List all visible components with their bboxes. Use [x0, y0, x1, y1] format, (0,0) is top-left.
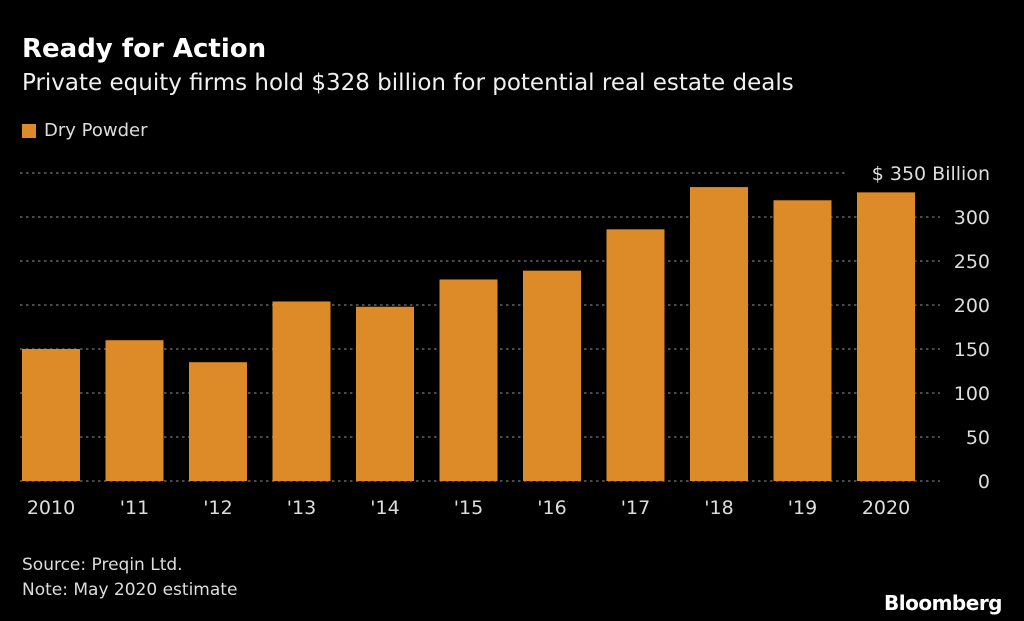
bar [690, 187, 748, 481]
x-tick-label: 2010 [27, 497, 75, 519]
bloomberg-logo: Bloomberg [884, 591, 1002, 615]
x-tick-label: '16 [537, 497, 566, 519]
legend-swatch [22, 123, 36, 138]
y-tick-label: 200 [954, 295, 990, 317]
bar [857, 192, 915, 482]
y-tick-label: 0 [978, 471, 990, 493]
y-tick-label: $ 350 Billion [872, 163, 990, 185]
legend-label: Dry Powder [44, 120, 148, 141]
y-tick-label: 250 [954, 251, 990, 273]
bar [606, 229, 665, 481]
x-tick-label: '12 [203, 497, 232, 519]
x-tick-label: '17 [621, 497, 650, 519]
x-tick-label: '13 [287, 497, 316, 519]
x-tick-label: 2020 [862, 497, 910, 519]
bar [523, 270, 581, 481]
bar [439, 279, 498, 481]
x-tick-label: '11 [120, 497, 149, 519]
bar [356, 306, 414, 481]
y-tick-label: 150 [954, 339, 990, 361]
bar [105, 340, 164, 481]
x-tick-label: '19 [788, 497, 817, 519]
legend: Dry Powder [22, 120, 147, 141]
bar [189, 362, 247, 481]
y-tick-label: 50 [966, 427, 990, 449]
estimate-note: Note: May 2020 estimate [22, 580, 238, 600]
bar [22, 349, 80, 481]
y-tick-label: 100 [954, 383, 990, 405]
bar [272, 301, 331, 481]
y-tick-label: 300 [954, 207, 990, 229]
bar [773, 200, 832, 481]
chart-title: Ready for Action [22, 34, 267, 64]
source-note: Source: Preqin Ltd. [22, 555, 183, 575]
x-tick-label: '18 [704, 497, 733, 519]
chart-subtitle: Private equity firms hold $328 billion f… [22, 70, 794, 96]
x-tick-label: '15 [454, 497, 483, 519]
x-tick-label: '14 [370, 497, 399, 519]
